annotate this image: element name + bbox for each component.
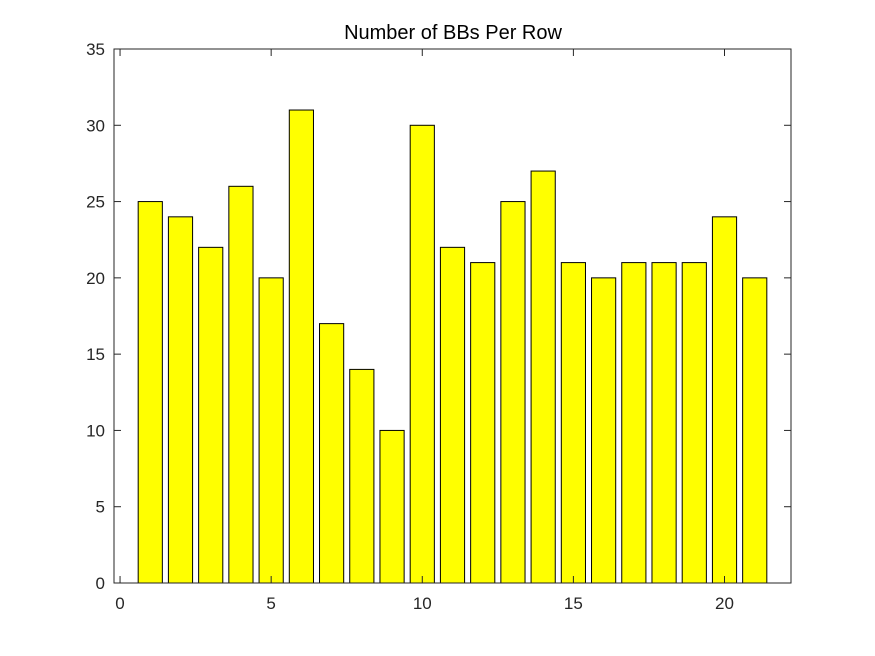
y-tick-label-25: 25 — [86, 193, 105, 212]
bar-20 — [711, 216, 738, 584]
bar-7 — [319, 323, 345, 584]
x-tick-label-0: 0 — [115, 594, 124, 613]
bar-3 — [198, 246, 224, 584]
x-tick-label-10: 10 — [413, 594, 432, 613]
y-tick-label-35: 35 — [86, 40, 105, 59]
bar-17 — [621, 262, 647, 584]
bar-18 — [651, 262, 677, 584]
y-tick-label-0: 0 — [96, 574, 105, 593]
bar-21 — [742, 277, 768, 584]
bar-15 — [560, 262, 586, 584]
x-tick-label-5: 5 — [266, 594, 275, 613]
bars-group — [137, 109, 768, 584]
axes-group: 0 5 10 15 20 25 30 35 0 5 10 15 20 — [86, 40, 792, 613]
y-tick-label-10: 10 — [86, 421, 105, 440]
bar-5 — [258, 277, 284, 584]
chart-title: Number of BBs Per Row — [344, 22, 562, 44]
bar-11 — [439, 246, 466, 584]
y-tick-label-20: 20 — [86, 269, 105, 288]
bar-4 — [228, 185, 254, 584]
axes-box — [113, 48, 792, 584]
bar-6 — [288, 109, 314, 584]
bar-9 — [379, 429, 405, 584]
bar-2 — [167, 216, 194, 584]
bar-8 — [349, 368, 375, 584]
bar-19 — [681, 262, 707, 584]
bar-12 — [470, 262, 496, 584]
x-tick-label-20: 20 — [715, 594, 734, 613]
bar-1 — [137, 201, 163, 584]
bar-10 — [409, 124, 435, 584]
y-tick-label-5: 5 — [96, 498, 105, 517]
y-tick-label-15: 15 — [86, 345, 105, 364]
y-tick-label-30: 30 — [86, 116, 105, 135]
x-tick-label-15: 15 — [564, 594, 583, 613]
bar-16 — [591, 277, 617, 584]
bar-14 — [530, 170, 556, 584]
bar-13 — [500, 201, 526, 584]
